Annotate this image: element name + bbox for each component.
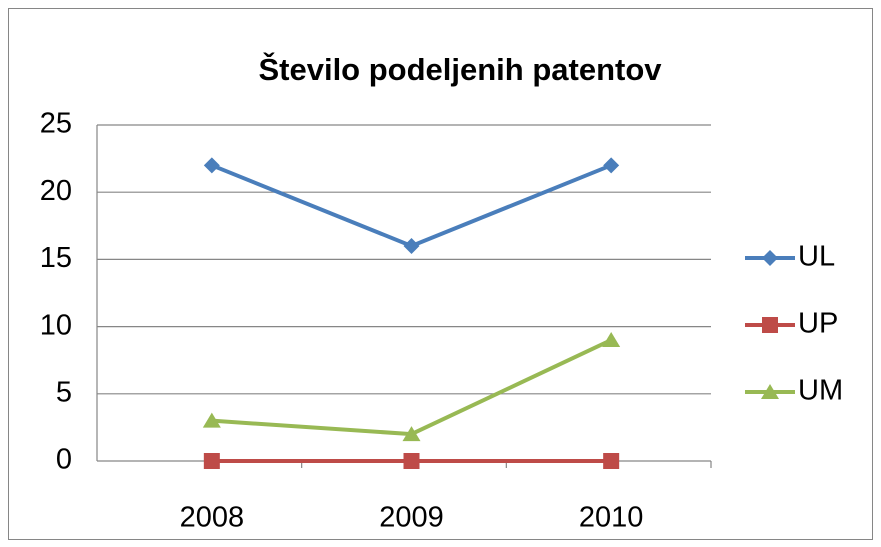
x-tick-label: 2008 (180, 502, 245, 534)
legend-label: UP (798, 308, 838, 340)
marker (602, 332, 621, 348)
x-tick-label: 2010 (579, 502, 644, 534)
marker (203, 453, 220, 469)
marker (603, 157, 620, 174)
marker (402, 426, 421, 442)
marker (203, 157, 220, 174)
chart-title: Število podeljenih patentov (258, 51, 662, 87)
y-tick-label: 20 (40, 175, 72, 207)
marker (762, 317, 778, 333)
marker (761, 384, 779, 399)
x-tick-label: 2009 (379, 502, 444, 534)
legend-label: UL (798, 241, 835, 273)
y-tick-label: 25 (40, 108, 72, 140)
y-tick-label: 15 (40, 242, 72, 274)
marker (403, 453, 420, 469)
marker (403, 237, 420, 254)
marker (603, 453, 620, 469)
y-tick-label: 0 (56, 444, 72, 476)
y-tick-label: 10 (40, 309, 72, 341)
marker (762, 250, 778, 266)
chart-border (8, 8, 873, 540)
legend-label: UM (798, 375, 843, 407)
y-tick-label: 5 (56, 376, 72, 408)
marker (202, 412, 221, 428)
